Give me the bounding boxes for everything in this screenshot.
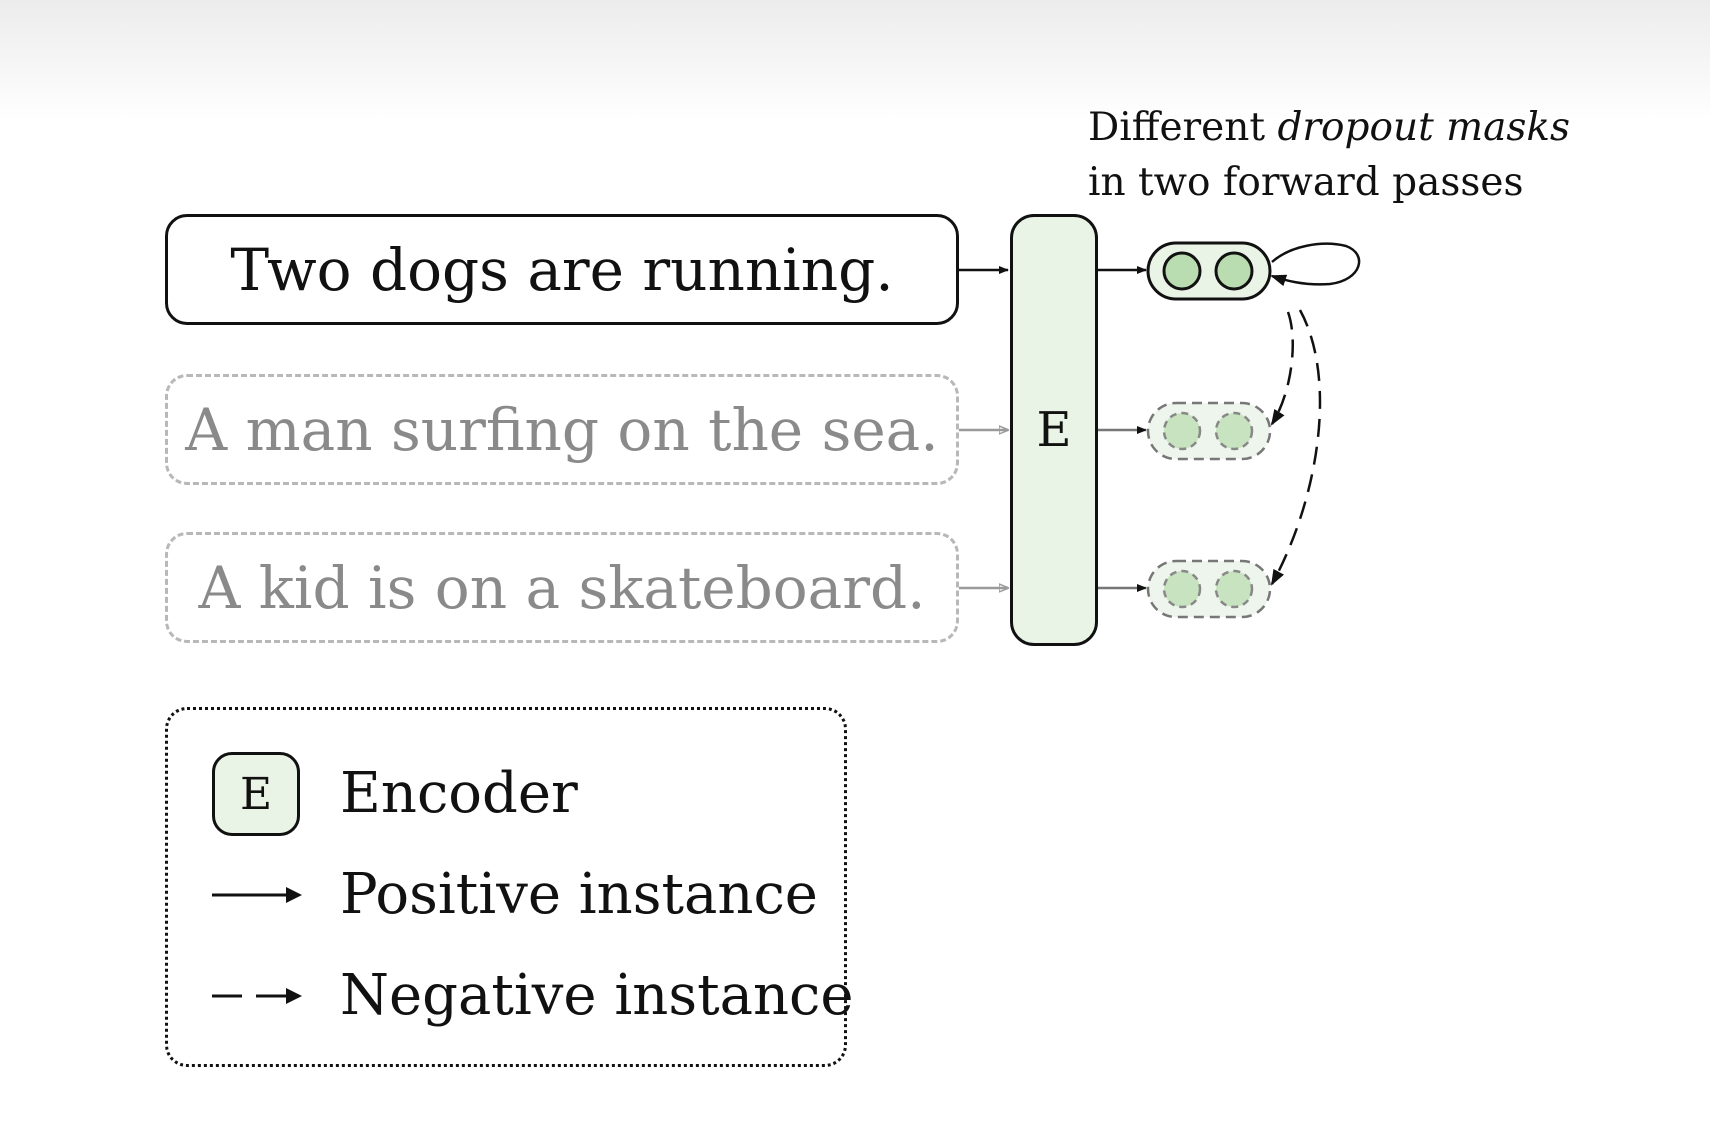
annotation-prefix: Different <box>1088 105 1278 150</box>
negative-sentence-text-2: A kid is on a skateboard. <box>198 553 926 622</box>
legend-box: E Encoder Positive instance Negative ins… <box>165 707 854 1067</box>
negative-embedding-pair-2 <box>1146 559 1272 619</box>
annotation-line-1: Different dropout masks <box>1088 100 1570 155</box>
negative-sentence-box-2: A kid is on a skateboard. <box>165 532 959 643</box>
annotation-line-2: in two forward passes <box>1088 160 1524 205</box>
negative-embedding-pair-1 <box>1146 401 1272 461</box>
legend-dashed-arrow-icon <box>212 988 302 1004</box>
negative2-dot-1 <box>1162 569 1202 609</box>
encoder-label: E <box>1036 402 1072 458</box>
legend-negative-label: Negative instance <box>340 963 854 1028</box>
positive-sentence-box: Two dogs are running. <box>165 214 959 325</box>
positive-dot-2 <box>1214 251 1254 291</box>
legend-row-negative: Negative instance <box>168 954 854 1034</box>
negative-sentence-text-1: A man surfing on the sea. <box>185 395 939 464</box>
encoder-block: E <box>1010 214 1098 646</box>
legend-row-encoder: E Encoder <box>168 752 844 836</box>
legend-encoder-symbol-text: E <box>239 768 273 820</box>
legend-encoder-label: Encoder <box>340 761 578 826</box>
legend-row-positive: Positive instance <box>168 853 844 933</box>
dropout-annotation: Different dropout masks in two forward p… <box>1088 100 1570 210</box>
top-gradient-background <box>0 0 1710 120</box>
negative-arrow-to-pair-2 <box>1270 309 1322 586</box>
positive-self-loop <box>1270 242 1361 287</box>
positive-dot-1 <box>1162 251 1202 291</box>
legend-solid-arrow-icon <box>212 887 302 903</box>
legend-positive-label: Positive instance <box>340 862 818 927</box>
negative1-dot-1 <box>1162 411 1202 451</box>
positive-sentence-text: Two dogs are running. <box>230 235 894 304</box>
negative-sentence-box-1: A man surfing on the sea. <box>165 374 959 485</box>
positive-embedding-pair <box>1146 241 1272 301</box>
negative2-dot-2 <box>1214 569 1254 609</box>
legend-encoder-symbol: E <box>212 752 300 836</box>
annotation-italic: dropout masks <box>1277 105 1571 150</box>
negative-arrow-to-pair-1 <box>1270 311 1294 426</box>
negative1-dot-2 <box>1214 411 1254 451</box>
